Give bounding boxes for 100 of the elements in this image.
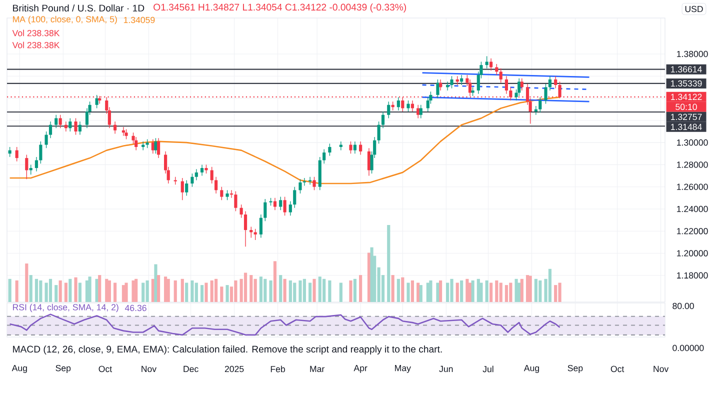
candlestick — [308, 176, 312, 185]
candlestick — [293, 186, 296, 208]
candlestick — [240, 204, 243, 218]
bar — [558, 282, 562, 302]
candlestick — [154, 138, 158, 154]
annotation: 1.34059 — [124, 16, 155, 24]
y-tick-label: 1.22000 — [677, 228, 708, 234]
bar — [456, 282, 459, 302]
candlestick — [220, 186, 224, 200]
ref-line-label: 1.35339 — [671, 80, 702, 87]
candlestick — [226, 190, 229, 200]
x-tick-label: Feb — [270, 366, 285, 372]
bar — [554, 285, 558, 302]
candlestick — [273, 198, 277, 210]
bar — [114, 282, 117, 302]
bar — [156, 275, 160, 302]
candlestick — [298, 178, 302, 194]
y-tick-label: 1.20000 — [677, 250, 708, 256]
ref-line-label: 1.31484 — [671, 124, 702, 130]
bar — [264, 278, 267, 302]
x-tick-label: Oct — [610, 366, 624, 372]
candlestick — [259, 214, 262, 238]
bar — [58, 280, 62, 302]
candlestick — [288, 200, 292, 216]
candlestick — [450, 76, 454, 89]
bar — [146, 280, 149, 302]
bar — [214, 278, 218, 302]
bar — [302, 278, 306, 302]
candlestick — [548, 76, 552, 91]
candlestick — [377, 121, 380, 144]
y-tick-label: 1.18000 — [677, 272, 708, 279]
candlestick — [234, 190, 238, 212]
bar — [254, 278, 257, 302]
bar — [185, 282, 188, 302]
candlestick — [283, 196, 286, 216]
candlestick — [44, 131, 48, 148]
x-tick-label: Jul — [482, 366, 494, 372]
candlestick — [396, 96, 400, 111]
candlestick — [518, 78, 521, 96]
candlestick — [34, 156, 38, 172]
text: 50:10 — [676, 104, 697, 110]
candlestick — [406, 100, 410, 112]
bar — [98, 275, 102, 302]
series-label: RSI (14, close, SMA, 14, 2) — [13, 304, 118, 312]
bar — [416, 282, 420, 302]
candlestick — [328, 143, 332, 156]
text: 80.00 — [672, 302, 694, 310]
bar — [293, 282, 296, 302]
candlestick — [185, 180, 188, 196]
bar — [359, 275, 362, 302]
bar — [220, 286, 224, 302]
candlestick — [15, 146, 18, 162]
bar — [273, 261, 277, 302]
bar — [353, 278, 356, 302]
candlestick — [353, 141, 356, 154]
x-tick-label: Nov — [654, 366, 669, 372]
bar — [88, 276, 92, 302]
candlestick — [485, 56, 488, 69]
candlestick — [58, 114, 62, 128]
x-tick-label: Sep — [56, 364, 71, 373]
bar — [401, 277, 404, 302]
bar — [154, 264, 158, 302]
bar — [526, 275, 530, 302]
y-tick-label: 1.38000 — [677, 50, 708, 58]
candlestick — [244, 210, 248, 247]
bar — [124, 282, 128, 302]
candlestick — [489, 58, 493, 71]
y-tick-label: 1.26000 — [677, 184, 708, 190]
bar — [436, 282, 440, 302]
candlestick — [504, 76, 508, 94]
text: USD — [685, 6, 703, 12]
bar — [438, 280, 442, 302]
candlestick — [322, 148, 326, 164]
bar — [250, 275, 253, 302]
bar — [406, 282, 410, 302]
bar — [509, 282, 512, 302]
bar — [25, 263, 28, 302]
bar — [312, 278, 316, 302]
chart-subtitle: O1.34561 H1.34827 L1.34054 C1.34122 -0.00439 (-0.33%) — [154, 4, 406, 12]
bar — [64, 282, 68, 302]
x-tick-label: Sep — [568, 364, 583, 373]
ref-line-label: 1.34122 — [671, 94, 702, 100]
chart-title: British Pound / U.S. Dollar · 1D — [13, 4, 144, 12]
bar — [466, 278, 469, 302]
candlestick — [134, 136, 138, 151]
bar — [108, 280, 111, 302]
candlestick — [387, 101, 390, 119]
candlestick — [95, 94, 98, 109]
bar — [204, 282, 208, 302]
bar — [29, 275, 32, 302]
bar — [419, 285, 422, 302]
bar — [44, 282, 48, 302]
x-tick-label: 2025 — [224, 366, 244, 372]
bar — [142, 282, 145, 302]
x-tick-label: Apr — [354, 365, 368, 373]
bar — [74, 277, 78, 302]
bar — [370, 247, 374, 302]
candlestick — [156, 138, 160, 158]
bar — [164, 276, 168, 302]
x-tick-label: Mar — [310, 366, 324, 372]
